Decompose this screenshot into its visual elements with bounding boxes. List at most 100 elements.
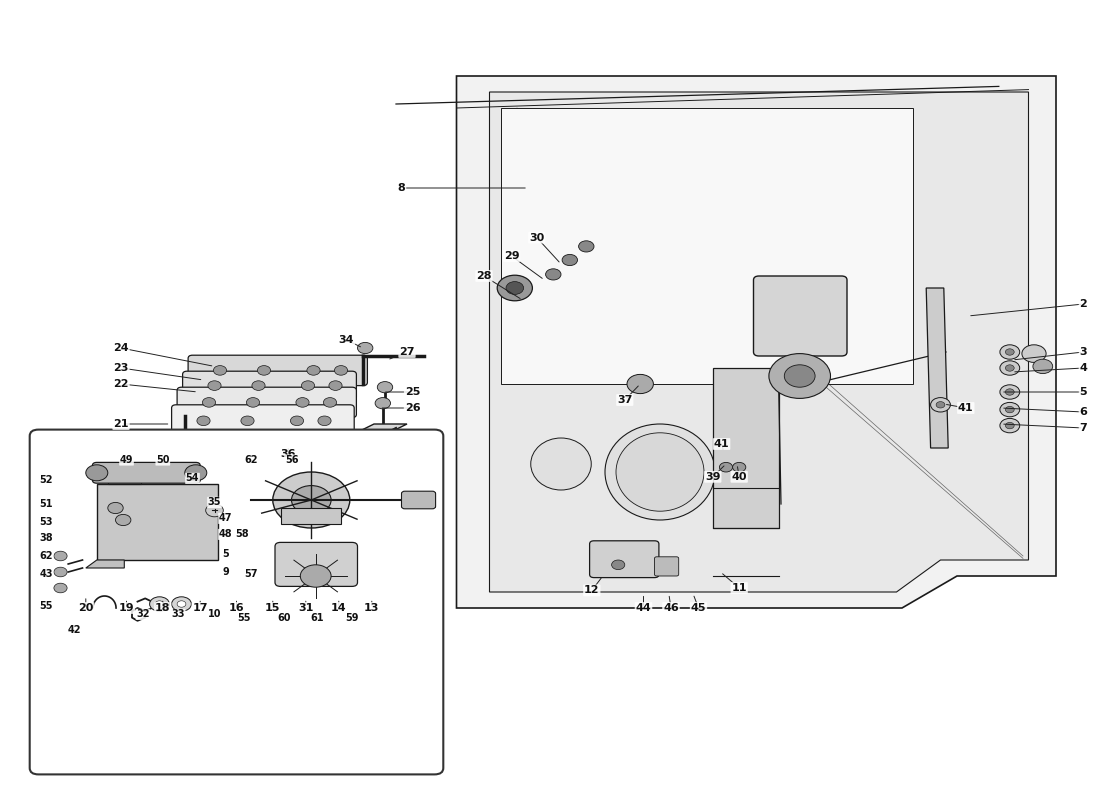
Text: 10: 10 [208, 610, 221, 619]
Text: 47: 47 [219, 514, 232, 523]
FancyBboxPatch shape [654, 557, 679, 576]
Circle shape [627, 374, 653, 394]
Circle shape [936, 402, 945, 408]
Text: 14: 14 [331, 603, 346, 613]
FancyBboxPatch shape [402, 491, 436, 509]
Text: 37: 37 [617, 395, 632, 405]
Text: 8: 8 [397, 183, 406, 193]
Text: 26: 26 [405, 403, 420, 413]
Text: 7: 7 [1079, 423, 1088, 433]
Circle shape [769, 354, 830, 398]
Circle shape [300, 565, 331, 587]
Text: 22: 22 [113, 379, 129, 389]
Circle shape [296, 398, 309, 407]
Circle shape [506, 282, 524, 294]
Text: 56: 56 [285, 455, 298, 465]
Text: 48: 48 [219, 530, 232, 539]
Circle shape [334, 366, 348, 375]
Circle shape [294, 585, 318, 602]
Text: 9: 9 [222, 567, 229, 577]
Text: 13: 13 [364, 603, 380, 613]
Circle shape [301, 381, 315, 390]
Circle shape [241, 416, 254, 426]
Circle shape [197, 416, 210, 426]
Text: 62: 62 [244, 455, 257, 465]
Text: a passion for parts: a passion for parts [646, 444, 938, 548]
Ellipse shape [616, 433, 704, 511]
Circle shape [546, 269, 561, 280]
FancyBboxPatch shape [92, 462, 200, 483]
Circle shape [86, 465, 108, 481]
Text: europes: europes [673, 255, 1043, 465]
Text: 61: 61 [310, 613, 323, 622]
FancyBboxPatch shape [95, 572, 152, 593]
Polygon shape [66, 424, 407, 576]
Text: 53: 53 [40, 517, 53, 526]
Circle shape [1000, 361, 1020, 375]
Circle shape [612, 560, 625, 570]
Circle shape [1005, 389, 1014, 395]
Text: 29: 29 [504, 251, 519, 261]
FancyBboxPatch shape [108, 472, 141, 484]
Text: 42: 42 [68, 626, 81, 635]
Circle shape [318, 416, 331, 426]
FancyBboxPatch shape [97, 484, 218, 560]
Circle shape [375, 398, 390, 409]
Text: 39: 39 [705, 472, 720, 482]
Circle shape [273, 472, 350, 528]
FancyBboxPatch shape [280, 508, 341, 524]
Circle shape [206, 504, 223, 517]
Text: 40: 40 [732, 472, 747, 482]
Ellipse shape [605, 424, 715, 520]
Circle shape [290, 416, 304, 426]
Text: 11: 11 [732, 583, 747, 593]
Circle shape [323, 398, 337, 407]
Text: 23: 23 [113, 363, 129, 373]
Circle shape [54, 567, 67, 577]
Circle shape [579, 241, 594, 252]
Circle shape [185, 465, 207, 481]
Circle shape [1005, 422, 1014, 429]
FancyBboxPatch shape [275, 542, 358, 586]
Circle shape [257, 366, 271, 375]
FancyBboxPatch shape [30, 430, 443, 774]
Text: 54: 54 [186, 474, 199, 483]
Text: 34: 34 [339, 335, 354, 345]
Circle shape [292, 486, 331, 514]
Circle shape [116, 514, 131, 526]
Circle shape [246, 398, 260, 407]
Circle shape [155, 601, 164, 607]
FancyBboxPatch shape [183, 371, 356, 400]
Text: 60: 60 [277, 613, 290, 622]
Text: 38: 38 [40, 533, 53, 542]
Text: 43: 43 [40, 570, 53, 579]
Text: 6: 6 [1079, 407, 1088, 417]
Circle shape [54, 551, 67, 561]
Text: 59: 59 [345, 613, 359, 622]
Text: 51: 51 [40, 499, 53, 509]
Text: 27: 27 [399, 347, 415, 357]
Circle shape [733, 462, 746, 472]
Text: 20: 20 [78, 603, 94, 613]
Text: 5: 5 [1080, 387, 1087, 397]
Circle shape [719, 462, 733, 472]
Circle shape [307, 366, 320, 375]
Text: 16: 16 [229, 603, 244, 613]
Circle shape [54, 583, 67, 593]
Text: 15: 15 [265, 603, 280, 613]
Text: 3: 3 [1080, 347, 1087, 357]
Text: 50: 50 [156, 455, 169, 465]
Circle shape [252, 381, 265, 390]
Text: 25: 25 [405, 387, 420, 397]
Text: 44: 44 [636, 603, 651, 613]
Text: 33: 33 [172, 610, 185, 619]
Text: 41: 41 [958, 403, 974, 413]
Circle shape [108, 502, 123, 514]
Circle shape [1005, 365, 1014, 371]
Circle shape [202, 398, 216, 407]
Text: 24: 24 [113, 343, 129, 353]
FancyBboxPatch shape [500, 108, 913, 384]
Circle shape [264, 587, 282, 600]
FancyBboxPatch shape [188, 355, 367, 386]
Circle shape [213, 366, 227, 375]
